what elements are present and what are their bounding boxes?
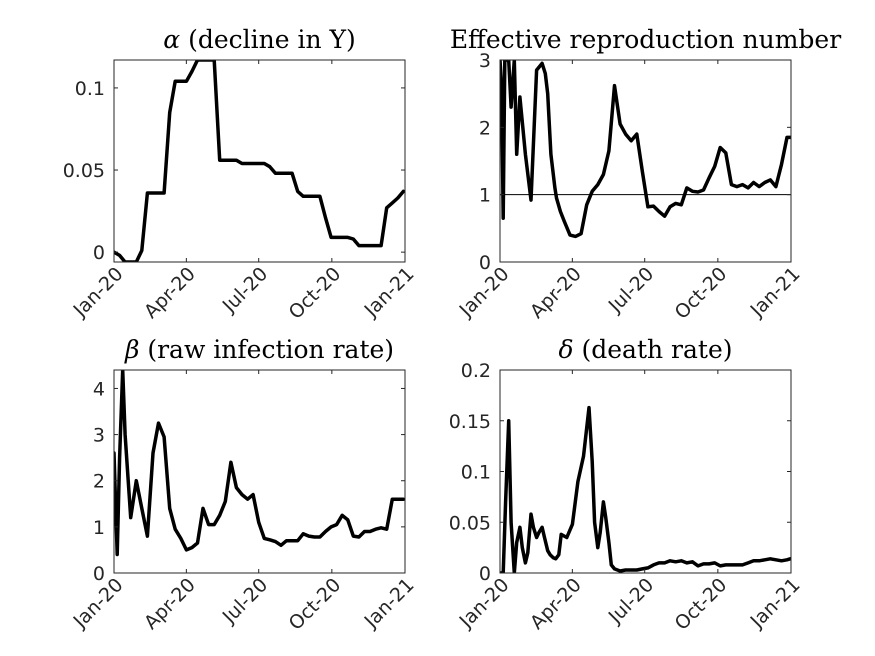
series-line <box>500 405 791 573</box>
y-tick-label: 0.05 <box>449 512 491 534</box>
y-tick-label: 0 <box>93 563 105 585</box>
axes-box <box>499 59 792 263</box>
y-tick-label: 2 <box>93 471 105 493</box>
y-tick-label: 0.2 <box>461 360 491 382</box>
y-tick-label: 0 <box>479 252 491 274</box>
y-tick-label: 3 <box>479 50 491 72</box>
subplot-title: δ (death rate) <box>558 335 732 364</box>
title-text: (raw infection rate) <box>139 335 394 364</box>
series-line <box>114 370 405 557</box>
y-tick-label: 3 <box>93 425 105 447</box>
x-tick-label: Jan-21 <box>360 263 419 322</box>
y-tick-label: 0.05 <box>63 160 105 182</box>
axes-box <box>113 59 406 263</box>
x-tick-label: Jul-20 <box>218 574 272 628</box>
x-tick-label: Apr-20 <box>526 574 586 634</box>
x-tick-label: Apr-20 <box>140 263 200 323</box>
x-tick-label: Jan-21 <box>360 574 419 633</box>
x-tick-label: Oct-20 <box>671 263 732 324</box>
x-tick-label: Apr-20 <box>526 263 586 323</box>
x-tick-label: Jan-20 <box>69 263 128 322</box>
y-tick-label: 4 <box>93 378 105 400</box>
y-tick-label: 0.1 <box>461 462 491 484</box>
y-tick-label: 0 <box>479 563 491 585</box>
x-tick-label: Jan-21 <box>746 574 805 633</box>
y-tick-label: 1 <box>93 517 105 539</box>
y-tick-label: 0.15 <box>449 411 491 433</box>
axes-box <box>499 369 792 574</box>
x-tick-label: Jan-21 <box>746 263 805 322</box>
x-tick-label: Oct-20 <box>671 574 732 635</box>
y-tick-label: 2 <box>479 117 491 139</box>
x-tick-label: Apr-20 <box>140 574 200 634</box>
x-tick-label: Jul-20 <box>604 574 658 628</box>
title-text: (death rate) <box>574 335 733 364</box>
x-tick-label: Jul-20 <box>604 263 658 317</box>
subplot-title: α (decline in Y) <box>163 25 356 54</box>
title-text: Effective reproduction number <box>450 25 841 54</box>
y-tick-label: 0.1 <box>75 78 105 100</box>
subplot-title: β (raw infection rate) <box>124 335 394 364</box>
title-symbol: δ <box>558 335 573 364</box>
subplot-1: 0 0.05 0.1 Jan-20 Apr-20 Jul-20 Oct-20 Jan-21 α … <box>63 25 419 324</box>
series-line <box>500 60 791 239</box>
series-line <box>114 60 405 262</box>
axes-box <box>113 369 406 574</box>
x-tick-label: Oct-20 <box>285 574 346 635</box>
subplot-title: Effective reproduction number <box>450 25 841 54</box>
x-tick-label: Oct-20 <box>285 263 346 324</box>
title-symbol: β <box>124 335 139 364</box>
y-tick-label: 1 <box>479 185 491 207</box>
x-tick-label: Jul-20 <box>218 263 272 317</box>
title-symbol: α <box>163 25 180 54</box>
y-tick-label: 0 <box>93 242 105 264</box>
title-text: (decline in Y) <box>180 25 356 54</box>
